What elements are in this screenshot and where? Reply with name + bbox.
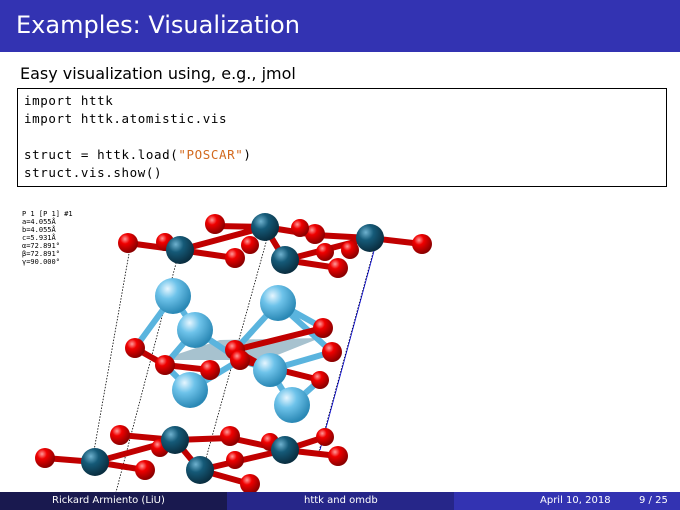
- slide-title: Examples: Visualization: [16, 11, 300, 39]
- info-line-4: c=5.931Å: [22, 233, 57, 242]
- slide-subtitle: Easy visualization using, e.g., jmol: [20, 64, 296, 83]
- code-text: httk: [72, 93, 114, 108]
- code-block: import httk import httk.atomistic.vis st…: [17, 88, 667, 187]
- code-string: "POSCAR": [178, 147, 244, 162]
- code-line-4: struct.vis.show(): [24, 165, 163, 180]
- title-bar: Examples: Visualization: [0, 0, 680, 52]
- footer-bar: Rickard Armiento (LiU) httk and omdb Apr…: [0, 492, 680, 510]
- footer-talk: httk and omdb: [304, 495, 378, 506]
- code-text: httk.atomistic.vis: [72, 111, 228, 126]
- footer-page-number: 9 / 25: [639, 495, 668, 506]
- footer-date-segment: April 10, 2018 9 / 25: [454, 492, 680, 510]
- code-line-3: struct = httk.load("POSCAR"): [24, 147, 252, 162]
- info-line-5: α=72.891°: [22, 242, 60, 250]
- footer-author-segment: Rickard Armiento (LiU): [0, 492, 227, 510]
- jmol-visualization[interactable]: P 1 [P 1] #1 a=4.055Å b=4.055Å c=5.931Å …: [20, 200, 448, 496]
- info-line-6: β=72.891°: [22, 250, 60, 258]
- code-keyword: import: [24, 93, 73, 108]
- code-line-2: import httk.atomistic.vis: [24, 111, 227, 126]
- code-text: ): [243, 147, 252, 162]
- footer-author: Rickard Armiento (LiU): [52, 495, 165, 506]
- code-keyword: import: [24, 111, 73, 126]
- crystal-structure-image: P 1 [P 1] #1 a=4.055Å b=4.055Å c=5.931Å …: [22, 210, 432, 496]
- info-line-2: a=4.055Å: [22, 217, 57, 226]
- code-line-1: import httk: [24, 93, 113, 108]
- info-line-1: P 1 [P 1] #1: [22, 210, 73, 218]
- code-text: struct = httk.load(: [24, 147, 179, 162]
- footer-date: April 10, 2018: [540, 495, 611, 506]
- info-line-3: b=4.055Å: [22, 225, 57, 234]
- info-line-7: γ=90.000°: [22, 258, 60, 266]
- footer-talk-segment: httk and omdb: [227, 492, 454, 510]
